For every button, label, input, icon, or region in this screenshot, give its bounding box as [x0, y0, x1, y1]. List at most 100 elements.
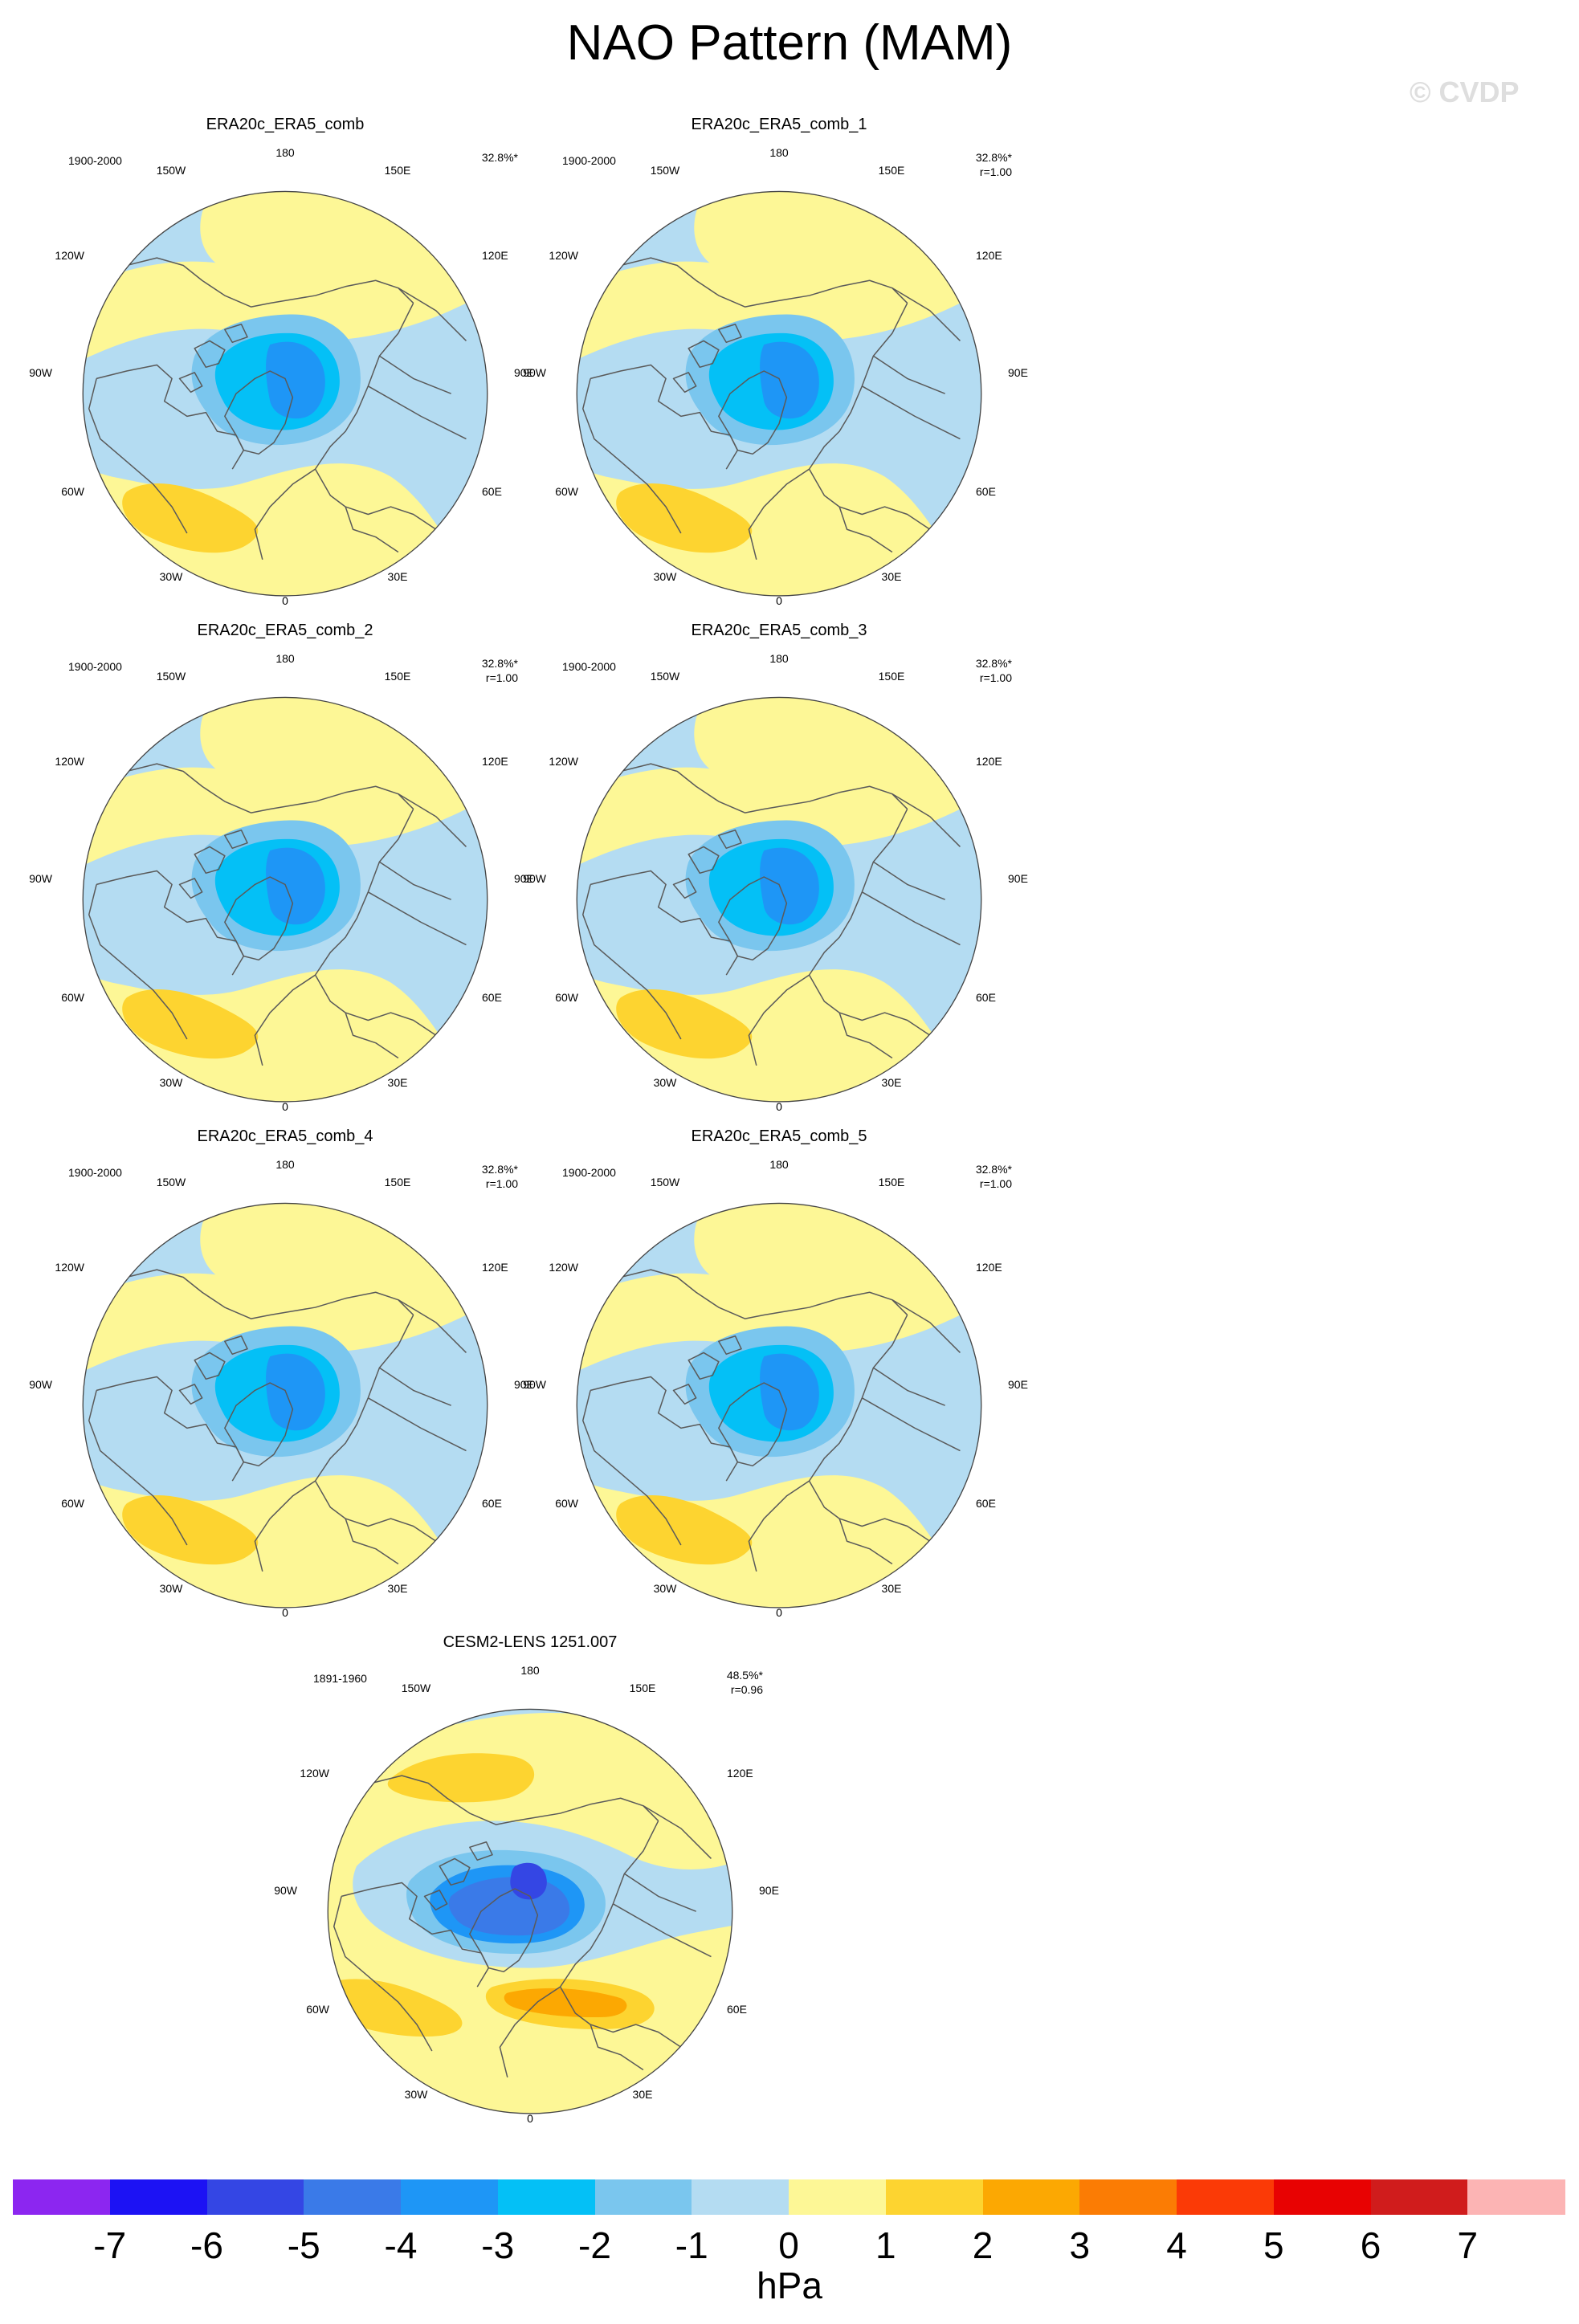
- land-outline: [367, 287, 467, 440]
- longitude-label: 120E: [482, 755, 508, 768]
- colorbar-tick-label: 6: [1360, 2224, 1381, 2266]
- panel-title: CESM2-LENS 1251.007: [443, 1633, 618, 1651]
- longitude-label: 90W: [29, 872, 52, 885]
- land-outline: [861, 287, 961, 440]
- land-outline: [126, 1269, 414, 1319]
- colorbar-swatch: [594, 2179, 692, 2215]
- land-outline: [469, 1888, 539, 1973]
- land-outline: [672, 830, 742, 899]
- longitude-label: 90W: [523, 872, 546, 885]
- variance-percent-label: 32.8%*: [481, 1163, 518, 1176]
- variance-percent-label: 32.8%*: [481, 657, 518, 670]
- pattern-correlation-label: r=1.00: [979, 671, 1012, 684]
- longitude-label: 0: [776, 1606, 782, 1619]
- map-boundary: [82, 696, 488, 1103]
- colorbar-tick-label: -4: [384, 2224, 418, 2266]
- land-outline: [224, 876, 294, 961]
- polar-map: [82, 696, 488, 1103]
- longitude-label: 90E: [1008, 872, 1028, 885]
- variance-percent-label: 32.8%*: [975, 657, 1012, 670]
- map-boundary: [576, 696, 982, 1103]
- longitude-label: 90E: [1008, 366, 1028, 379]
- polar-map: [327, 1708, 733, 2114]
- field-negative-4: [760, 847, 819, 925]
- longitude-label: 180: [275, 146, 295, 159]
- longitude-label: 120E: [727, 1767, 753, 1780]
- longitude-label: 60W: [555, 485, 578, 498]
- variance-percent-label: 48.5%*: [726, 1669, 763, 1682]
- colorbar-swatch: [1079, 2179, 1177, 2215]
- land-outline: [582, 884, 682, 1040]
- land-outline: [672, 324, 742, 393]
- longitude-label: 150E: [384, 670, 411, 683]
- longitude-label: 120E: [976, 755, 1002, 768]
- longitude-label: 30E: [387, 1582, 408, 1595]
- pattern-correlation-label: r=1.00: [485, 671, 518, 684]
- map-boundary: [82, 190, 488, 597]
- longitude-label: 30E: [632, 2088, 653, 2101]
- longitude-label: 150W: [650, 164, 680, 177]
- longitude-label: 60W: [61, 485, 84, 498]
- field-positive-north: [200, 697, 373, 781]
- land-outline: [371, 1775, 659, 1825]
- longitude-label: 180: [769, 1158, 789, 1171]
- land-outline: [88, 884, 188, 1040]
- land-outline: [178, 830, 248, 899]
- land-outline: [861, 793, 961, 946]
- longitude-label: 30W: [159, 1076, 183, 1089]
- map-panel: ERA20c_ERA5_comb_5 180 150E 120E 90E 60E 30E 0 3…: [522, 1127, 1036, 1632]
- colorbar-tick-label: 0: [778, 2224, 799, 2266]
- longitude-label: 120W: [300, 1767, 329, 1780]
- longitude-label: 30E: [881, 1582, 902, 1595]
- land-outline: [88, 378, 188, 534]
- colorbar-swatch: [982, 2179, 1080, 2215]
- land-outline: [672, 1335, 742, 1405]
- longitude-label: 60E: [976, 1497, 996, 1510]
- map-panel: ERA20c_ERA5_comb_4 180 150E 120E 90E 60E 30E 0 3…: [28, 1127, 542, 1632]
- pattern-correlation-label: r=0.96: [730, 1683, 763, 1696]
- longitude-label: 150W: [156, 670, 186, 683]
- longitude-label: 90W: [29, 366, 52, 379]
- longitude-label: 90W: [274, 1884, 297, 1897]
- longitude-label: 30W: [653, 1582, 677, 1595]
- longitude-label: 150E: [878, 670, 905, 683]
- land-outline: [612, 1805, 712, 1958]
- longitude-label: 90W: [523, 1378, 546, 1391]
- land-outline: [808, 468, 931, 553]
- field-positive-north: [694, 1203, 867, 1287]
- longitude-label: 60W: [61, 1497, 84, 1510]
- map-boundary: [82, 1202, 488, 1608]
- field-positive-2: [122, 1495, 259, 1565]
- land-outline: [620, 763, 908, 813]
- longitude-label: 30E: [387, 570, 408, 583]
- land-outline: [748, 809, 908, 1066]
- land-outline: [808, 974, 931, 1059]
- map-panel: ERA20c_ERA5_comb_3 180 150E 120E 90E 60E 30E 0 3…: [522, 622, 1036, 1126]
- land-outline: [808, 1480, 931, 1565]
- longitude-label: 30E: [387, 1076, 408, 1089]
- longitude-label: 60W: [555, 991, 578, 1004]
- panel-title: ERA20c_ERA5_comb_2: [197, 622, 373, 639]
- longitude-label: 150E: [878, 1176, 905, 1189]
- longitude-label: 120W: [549, 249, 578, 262]
- map-panel: CESM2-LENS 1251.007 180 150E 120E 90E 60E 30E 0…: [273, 1633, 787, 2138]
- land-outline: [254, 809, 414, 1066]
- longitude-label: 120W: [549, 755, 578, 768]
- colorbar-swatch: [401, 2179, 499, 2215]
- panel-title: ERA20c_ERA5_comb_5: [691, 1127, 867, 1145]
- longitude-label: 30E: [881, 1076, 902, 1089]
- longitude-label: 150E: [629, 1682, 656, 1694]
- polar-map: [82, 1202, 488, 1608]
- variance-percent-label: 32.8%*: [481, 151, 518, 164]
- panel-title: ERA20c_ERA5_comb_4: [197, 1127, 373, 1145]
- longitude-label: 180: [275, 652, 295, 665]
- field-positive-north: [694, 697, 867, 781]
- land-outline: [748, 1315, 908, 1572]
- polar-map: [82, 190, 488, 597]
- land-outline: [88, 1390, 188, 1546]
- longitude-label: 120W: [55, 755, 84, 768]
- longitude-label: 150W: [650, 1176, 680, 1189]
- longitude-label: 180: [769, 146, 789, 159]
- panel-title: ERA20c_ERA5_comb_3: [691, 622, 867, 639]
- colorbar-swatch: [789, 2179, 887, 2215]
